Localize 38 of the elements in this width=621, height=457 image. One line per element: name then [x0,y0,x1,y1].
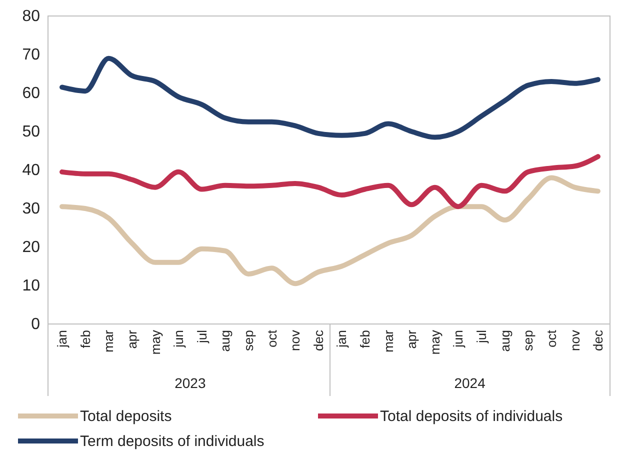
y-tick-label: 70 [22,46,40,64]
x-tick-label: jan [54,330,70,348]
x-tick-label: oct [544,330,559,348]
x-tick-label: jul [194,330,210,344]
x-tick-label: nov [567,330,582,351]
x-tick-label: nov [288,330,303,351]
legend-label: Term deposits of individuals [80,433,264,450]
x-tick-label: jun [450,330,466,348]
text: 2023 [174,375,206,391]
x-tick-label: mar [380,329,396,352]
y-tick-label: 20 [22,239,40,256]
y-tick-label: 30 [22,200,40,218]
x-tick-label: feb [358,330,373,348]
x-tick-label: dec [310,330,326,351]
x-tick-label: mar [101,329,116,352]
x-tick-label: jun [171,330,186,348]
x-tick-label: oct [264,330,280,348]
x-tick-label: aug [218,330,233,352]
y-tick-label: 80 [22,8,40,26]
x-tick-label: may [427,330,442,355]
x-tick-label: sep [240,330,256,351]
y-tick-label: 0 [31,316,40,334]
x-tick-label: apr [404,329,420,349]
y-tick-label: 10 [22,278,40,295]
x-tick-label: may [148,330,163,355]
x-tick-label: dec [590,330,606,351]
legend-label: Total deposits of individuals [380,408,563,425]
x-tick-label: jan [334,330,350,348]
x-tick-label: apr [124,329,140,349]
x-tick-label: sep [520,330,536,351]
x-tick-label: feb [78,330,93,348]
y-tick-label: 60 [22,85,40,102]
y-tick-label: 50 [22,124,40,141]
x-tick-label: jul [474,330,490,344]
legend-label: Total deposits [80,408,172,425]
x-tick-label: aug [497,330,512,352]
y-tick-label: 40 [22,162,40,180]
text: 2024 [454,375,486,391]
